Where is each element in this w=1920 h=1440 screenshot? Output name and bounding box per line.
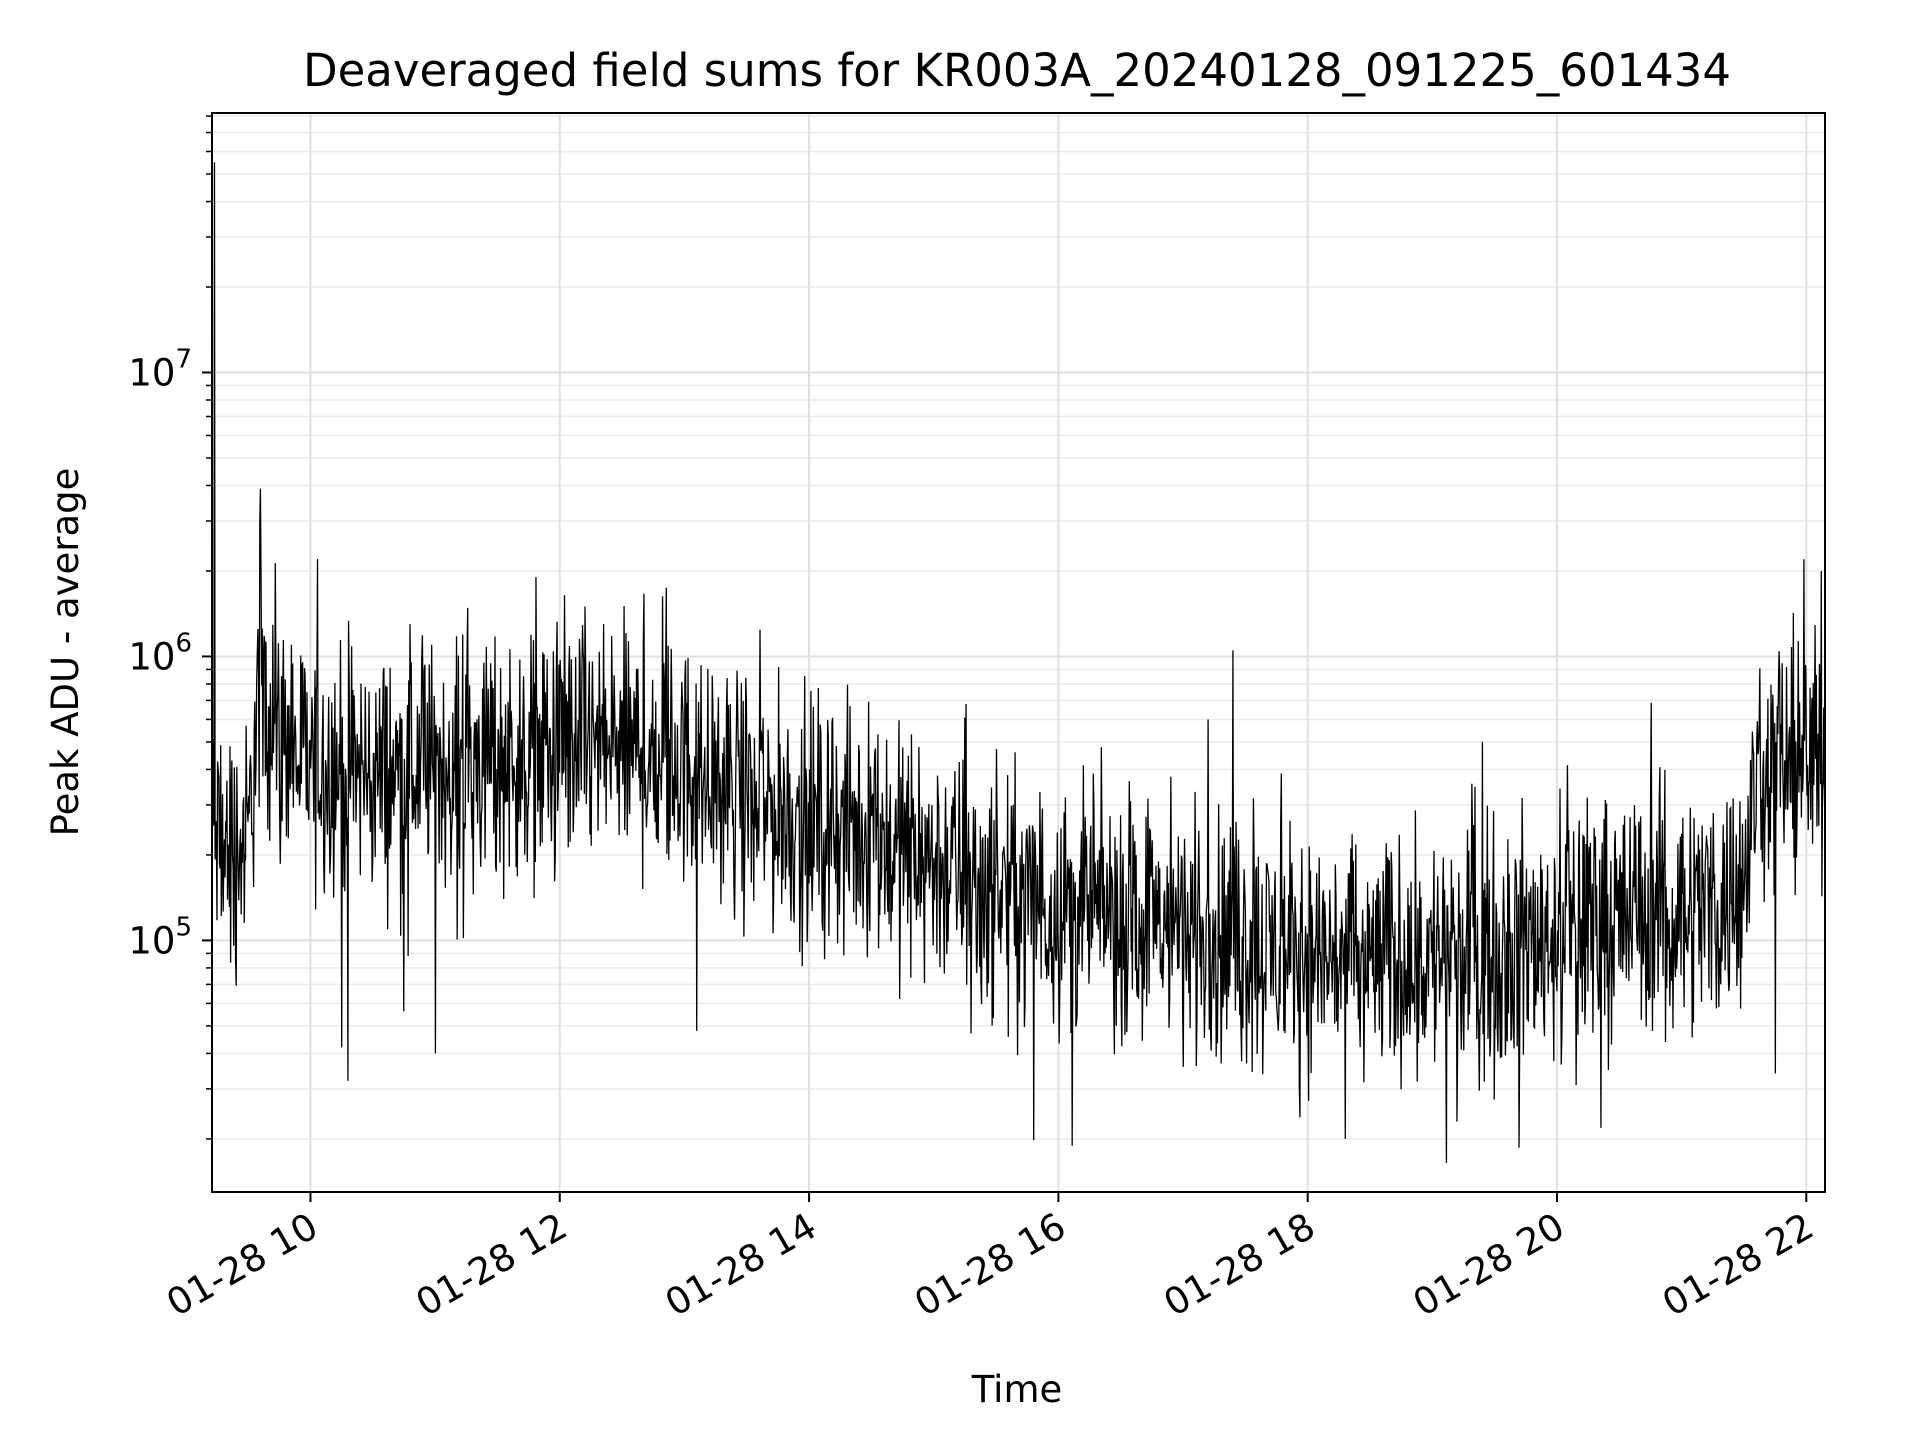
y-tick-label: 107 <box>128 344 192 394</box>
y-tick-label-base: 10 <box>128 635 175 678</box>
y-tick-label-base: 10 <box>128 919 175 962</box>
y-tick-label-exponent: 7 <box>175 344 192 374</box>
grid <box>212 113 1825 1192</box>
x-axis-label: Time <box>971 1368 1063 1411</box>
y-tick-label-base: 10 <box>128 351 175 394</box>
y-tick-label: 106 <box>128 628 192 678</box>
plot-frame <box>211 112 1826 1193</box>
y-tick-label-exponent: 5 <box>175 912 192 942</box>
chart-title: Deaveraged field sums for KR003A_2024012… <box>303 44 1731 97</box>
y-tick-label: 105 <box>128 912 192 962</box>
series-line <box>211 162 1826 1163</box>
y-axis-label: Peak ADU - average <box>44 468 87 837</box>
y-tick-label-exponent: 6 <box>175 628 192 658</box>
